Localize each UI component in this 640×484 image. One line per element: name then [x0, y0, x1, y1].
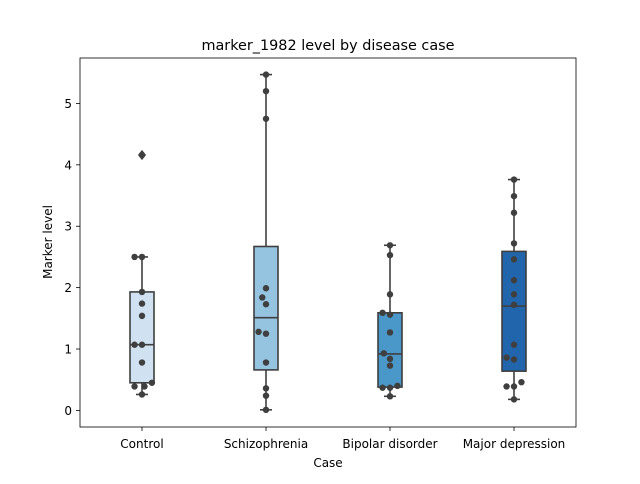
y-tick-label-3: 3: [64, 220, 72, 234]
point-0-10: [141, 383, 148, 390]
point-1-2: [262, 115, 270, 122]
point-1-7: [262, 330, 270, 337]
y-axis-label: Marker level: [41, 205, 55, 279]
axes-frame: [79, 57, 577, 428]
y-tick-label-5: 5: [64, 97, 72, 111]
point-0-5: [131, 341, 138, 348]
point-3-6: [510, 291, 518, 298]
point-3-1: [510, 192, 518, 200]
point-0-11: [138, 391, 146, 398]
box-1: [253, 245, 279, 371]
point-2-5: [386, 329, 394, 336]
y-tick-label-2: 2: [64, 281, 72, 295]
point-2-8: [386, 362, 394, 369]
x-axis-label: Case: [313, 456, 342, 470]
point-3-7: [510, 301, 518, 309]
point-2-0: [386, 242, 394, 249]
point-1-5: [262, 301, 270, 308]
chart-title: marker_1982 level by disease case: [201, 38, 454, 54]
point-2-9: [394, 382, 401, 390]
y-tick-label-4: 4: [64, 158, 72, 172]
point-2-2: [386, 291, 394, 298]
point-1-11: [262, 406, 270, 414]
point-1-3: [262, 285, 270, 292]
point-0-6: [138, 341, 146, 348]
point-1-4: [259, 294, 266, 301]
point-3-14: [510, 396, 518, 403]
point-2-11: [386, 384, 394, 391]
box-2: [377, 312, 403, 388]
point-0-7: [138, 359, 146, 366]
x-tick-label-3: Major depression: [463, 437, 566, 451]
point-3-0: [510, 176, 518, 183]
point-2-3: [379, 309, 386, 317]
point-1-0: [262, 71, 270, 78]
x-tick-label-1: Schizophrenia: [224, 437, 308, 451]
point-3-13: [510, 383, 518, 390]
point-3-10: [510, 356, 518, 363]
point-1-10: [262, 392, 270, 399]
box-3: [501, 250, 527, 372]
x-tick-label-2: Bipolar disorder: [342, 437, 437, 451]
point-3-4: [510, 256, 518, 263]
point-0-8: [148, 379, 156, 386]
point-0-2: [138, 288, 146, 296]
point-3-12: [503, 383, 510, 390]
plot-area: 0 1 2 3 4 5 Control Schizophrenia Bipolar disord…: [64, 57, 577, 451]
point-2-1: [386, 251, 394, 259]
point-0-12: [138, 151, 146, 159]
x-tick-label-0: Control: [120, 437, 163, 451]
point-2-12: [386, 393, 394, 400]
point-3-2: [510, 209, 518, 216]
point-2-4: [386, 311, 394, 318]
point-0-9: [131, 383, 138, 390]
point-3-3: [510, 240, 518, 247]
point-0-3: [138, 300, 146, 307]
point-2-6: [380, 350, 387, 357]
point-1-6: [255, 328, 262, 336]
point-3-5: [510, 277, 518, 284]
point-2-10: [379, 384, 386, 391]
point-1-8: [262, 359, 270, 366]
point-3-9: [503, 354, 510, 361]
point-3-8: [510, 341, 518, 348]
point-1-9: [262, 385, 270, 392]
point-0-0: [131, 253, 138, 261]
point-0-1: [138, 253, 146, 261]
point-2-7: [386, 355, 394, 363]
point-3-11: [518, 378, 525, 386]
y-tick-label-1: 1: [64, 343, 72, 357]
y-tick-label-0: 0: [64, 404, 72, 418]
point-0-4: [138, 312, 146, 320]
point-1-1: [262, 87, 270, 95]
